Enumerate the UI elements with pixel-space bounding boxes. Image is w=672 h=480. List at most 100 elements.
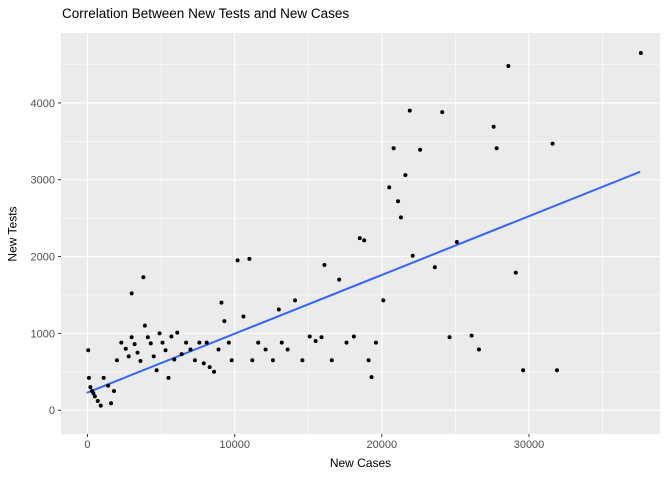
data-point	[373, 340, 378, 345]
chart-title: Correlation Between New Tests and New Ca…	[62, 6, 350, 21]
data-point	[247, 256, 252, 261]
data-point	[469, 333, 474, 338]
x-tick-labels: 0 10000 20000 30000	[84, 439, 544, 451]
data-point	[403, 173, 408, 178]
data-point	[172, 357, 177, 362]
data-point	[285, 347, 290, 352]
data-point	[166, 375, 171, 380]
data-point	[123, 346, 128, 351]
data-point	[163, 348, 168, 353]
data-point	[109, 401, 114, 406]
data-point	[447, 335, 452, 340]
data-point	[396, 199, 401, 204]
data-point	[132, 342, 137, 347]
data-point	[241, 314, 246, 319]
axis-tick-marks	[58, 102, 530, 437]
data-point	[188, 347, 193, 352]
data-point	[95, 398, 100, 403]
data-point	[98, 403, 103, 408]
data-point	[300, 358, 305, 363]
data-point	[398, 215, 403, 220]
regression-line	[86, 171, 641, 394]
scatter-points	[86, 50, 643, 408]
data-point	[506, 64, 511, 69]
data-point	[145, 335, 150, 340]
data-point	[432, 265, 437, 270]
data-point	[387, 185, 392, 190]
data-point	[313, 339, 318, 344]
data-point	[169, 334, 174, 339]
data-point	[216, 347, 221, 352]
data-point	[151, 354, 156, 359]
data-point	[319, 335, 324, 340]
data-point	[106, 383, 111, 388]
data-point	[554, 368, 559, 373]
x-tick-label: 30000	[514, 439, 545, 451]
data-point	[391, 146, 396, 151]
x-tick-label: 20000	[367, 439, 398, 451]
data-point	[192, 358, 197, 363]
data-point	[204, 340, 209, 345]
data-point	[219, 300, 224, 305]
data-point	[366, 358, 371, 363]
data-point	[207, 365, 212, 370]
data-point	[160, 340, 165, 345]
data-point	[184, 340, 189, 345]
data-point	[256, 340, 261, 345]
y-tick-label: 1000	[31, 328, 55, 340]
x-tick-label: 0	[84, 439, 90, 451]
data-point	[141, 275, 146, 280]
data-point	[322, 262, 327, 267]
data-point	[263, 347, 268, 352]
y-axis-title: New Tests	[6, 205, 21, 262]
y-tick-labels: 0 1000 2000 3000 4000	[31, 98, 55, 417]
data-point	[550, 141, 555, 146]
data-point	[138, 359, 143, 364]
data-point	[270, 358, 275, 363]
data-point	[88, 385, 93, 390]
data-point	[175, 330, 180, 335]
data-point	[119, 340, 124, 345]
y-tick-label: 0	[49, 405, 55, 417]
data-point	[148, 341, 153, 346]
data-point	[418, 147, 423, 152]
data-point	[212, 369, 217, 374]
major-gridlines	[61, 33, 660, 434]
data-point	[521, 368, 526, 373]
x-axis-title: New Cases	[329, 456, 392, 470]
data-point	[369, 375, 374, 380]
data-point	[157, 331, 162, 336]
data-point	[197, 340, 202, 345]
data-point	[293, 298, 298, 303]
data-point	[86, 348, 91, 353]
minor-gridlines	[61, 33, 660, 434]
data-point	[329, 358, 334, 363]
data-point	[129, 335, 134, 340]
y-tick-label: 2000	[31, 252, 55, 264]
data-point	[114, 358, 119, 363]
data-point	[201, 361, 206, 366]
data-point	[491, 124, 496, 129]
data-point	[101, 375, 106, 380]
data-point	[250, 358, 255, 363]
y-tick-label: 4000	[31, 98, 55, 110]
data-point	[86, 375, 91, 380]
data-point	[440, 110, 445, 115]
data-point	[337, 277, 342, 282]
data-point	[276, 307, 281, 312]
data-point	[222, 319, 227, 324]
data-point	[344, 340, 349, 345]
data-point	[307, 334, 312, 339]
data-point	[142, 323, 147, 328]
data-point	[513, 270, 518, 275]
data-point	[381, 298, 386, 303]
y-tick-label: 3000	[31, 175, 55, 187]
data-point	[111, 388, 116, 393]
data-point	[129, 291, 134, 296]
data-point	[92, 394, 97, 399]
data-point	[454, 239, 459, 244]
plot-panel	[61, 33, 660, 434]
data-point	[126, 354, 131, 359]
data-point	[351, 334, 356, 339]
